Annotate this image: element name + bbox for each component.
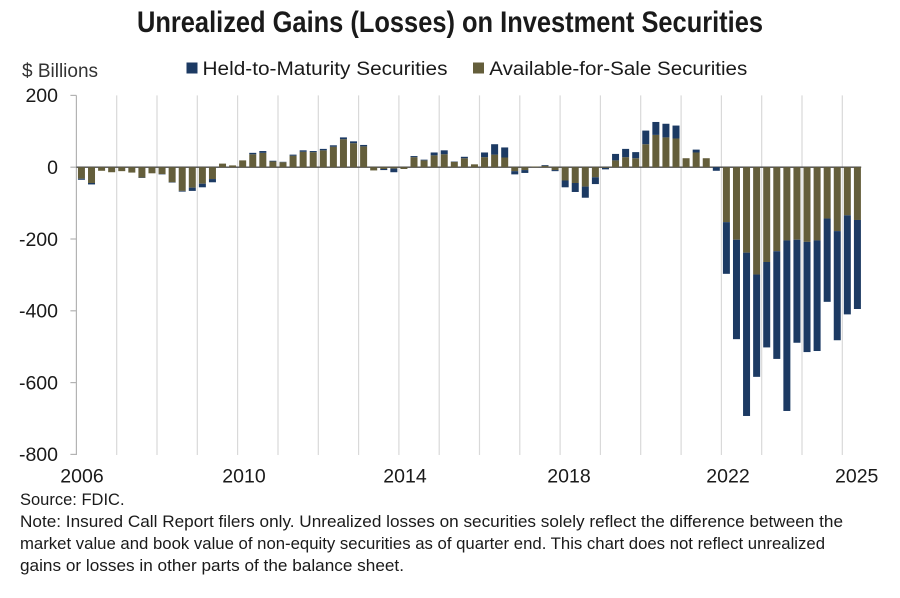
svg-text:2025: 2025 <box>835 465 879 487</box>
svg-text:-600: -600 <box>19 372 58 394</box>
svg-text:2010: 2010 <box>222 465 266 487</box>
svg-text:gains or losses in other parts: gains or losses in other parts of the ba… <box>20 557 404 575</box>
svg-text:market value and book value of: market value and book value of non-equit… <box>20 535 825 553</box>
svg-text:Available-for-Sale Securities: Available-for-Sale Securities <box>489 59 747 80</box>
svg-text:Source: FDIC.: Source: FDIC. <box>20 491 125 509</box>
svg-text:0: 0 <box>47 157 58 179</box>
svg-text:-400: -400 <box>19 301 58 323</box>
svg-text:200: 200 <box>25 85 58 107</box>
svg-text:Held-to-Maturity Securities: Held-to-Maturity Securities <box>203 59 448 80</box>
svg-text:2022: 2022 <box>706 465 749 487</box>
svg-text:2018: 2018 <box>547 465 590 487</box>
svg-text:2006: 2006 <box>60 465 103 487</box>
svg-text:-800: -800 <box>19 444 58 466</box>
svg-text:Note: Insured Call Report file: Note: Insured Call Report filers only. U… <box>20 513 843 531</box>
svg-text:$ Billions: $ Billions <box>22 61 98 82</box>
svg-text:-200: -200 <box>19 229 58 251</box>
svg-text:2014: 2014 <box>383 465 427 487</box>
svg-text:Unrealized Gains (Losses) on I: Unrealized Gains (Losses) on Investment … <box>137 6 763 39</box>
